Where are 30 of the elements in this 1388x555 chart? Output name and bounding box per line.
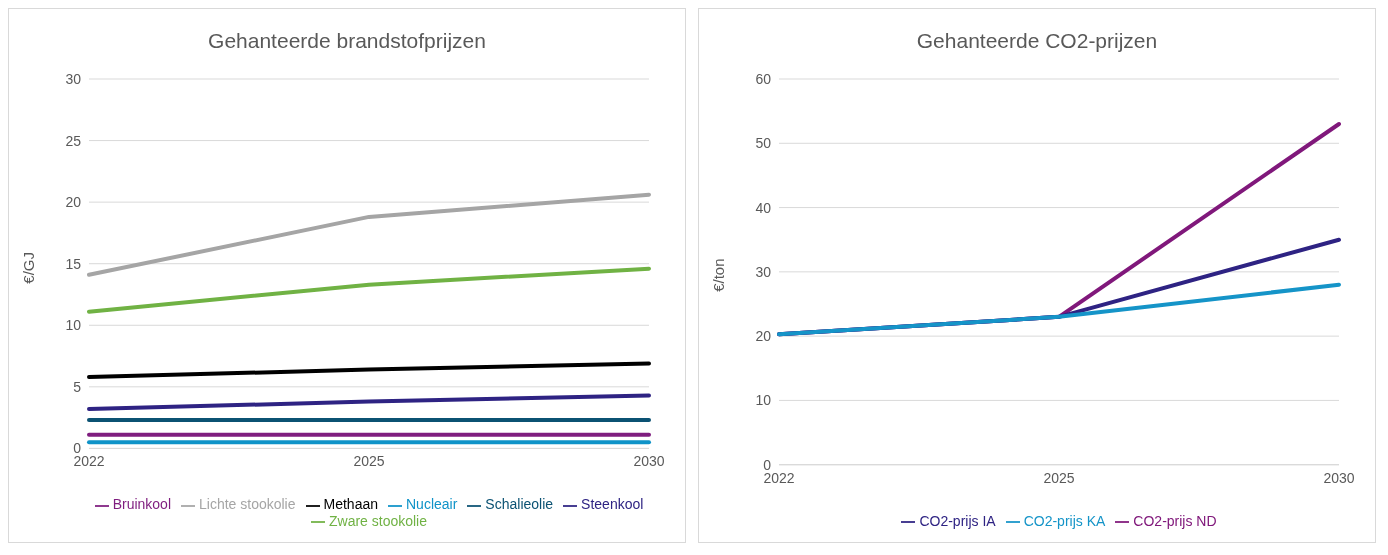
legend-label: Methaan [323,496,378,513]
y-axis-title: €/ton [710,258,728,292]
legend-label: Bruinkool [112,496,171,513]
y-tick-label: 50 [755,135,772,152]
legend-label: Zware stookolie [328,512,428,529]
x-tick-label: 2025 [353,453,385,470]
y-tick-label: 60 [755,70,772,87]
y-axis-title: €/GJ [20,252,38,284]
y-tick-label: 30 [755,263,772,280]
legend-label: CO2-prijs KA [1023,512,1106,529]
chart-title: Gehanteerde CO2-prijzen [915,29,1159,54]
y-tick-label: 20 [65,194,82,211]
y-tick-label: 30 [65,70,82,87]
legend-label: Nucleair [406,496,458,513]
legend-label: CO2-prijs ND [1133,512,1217,529]
y-tick-label: 10 [755,392,772,409]
x-tick-label: 2030 [1323,469,1355,486]
legend-label: Schalieolie [485,496,554,513]
y-tick-label: 25 [65,132,82,149]
y-tick-label: 10 [65,317,82,334]
legend-label: Lichte stookolie [199,496,296,513]
y-tick-label: 20 [755,328,772,345]
legend-label: CO2-prijs IA [919,512,996,529]
y-tick-label: 40 [755,199,772,216]
chart-title: Gehanteerde brandstofprijzen [207,29,487,54]
x-tick-label: 2030 [633,453,665,470]
y-tick-label: 5 [73,378,82,395]
legend-label: Steenkool [581,496,644,513]
y-tick-label: 15 [65,255,82,272]
x-tick-label: 2025 [1043,469,1075,486]
